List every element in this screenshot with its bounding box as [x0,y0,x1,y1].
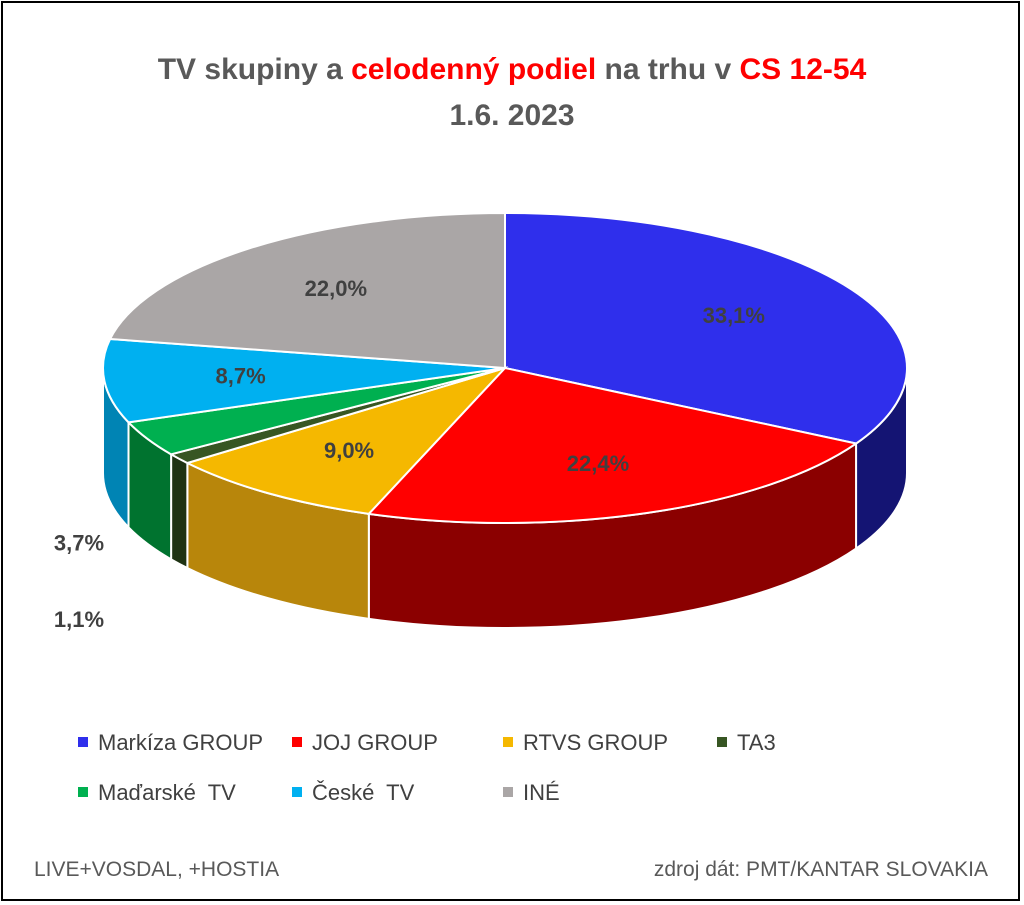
legend-swatch-rtvs [503,737,513,747]
chart-date: 1.6. 2023 [449,99,575,132]
title-text-1: TV skupiny a [157,53,352,86]
legend-item-ceske: České TV [292,780,414,806]
legend-swatch-markiza [78,737,88,747]
legend-label-rtvs: RTVS GROUP [523,730,669,755]
data-label-rtvs: 9,0% [324,438,374,463]
legend-item-joj: JOJ GROUP [292,730,438,756]
pie-slice-ceske [102,337,506,424]
legend-item-madarske: Maďarské TV [78,780,236,806]
legend-item-rtvs: RTVS GROUP [503,730,668,756]
footer-note: LIVE+VOSDAL, +HOSTIA [34,858,280,881]
footer-source: zdroj dát: PMT/KANTAR SLOVAKIA [653,858,988,881]
pie-side-ta3 [170,452,189,570]
legend-swatch-joj [292,737,302,747]
legend-swatch-ta3 [717,737,727,747]
legend-swatch-ine [503,787,513,797]
pie-slice-joj [366,366,859,524]
title-highlight-2: CS 12-54 [739,53,867,86]
data-label-joj: 22,4% [567,451,629,476]
data-label-ta3: 1,1% [54,607,104,632]
pie-slice-ine [108,211,506,370]
data-label-markiza: 33,1% [703,303,765,328]
legend-item-ine: INÉ [503,780,560,806]
title-highlight-1: celodenný podiel [351,53,597,86]
legend-label-joj: JOJ GROUP [312,730,438,755]
legend-swatch-ceske [292,787,302,797]
legend-swatch-madarske [78,787,88,797]
pie-slice-rtvs [184,365,509,515]
chart-title: TV skupiny a celodenný podiel na trhu v … [0,50,1024,90]
data-label-ine: 22,0% [305,276,367,301]
pie-slice-markiza [504,211,908,445]
legend-label-markiza: Markíza GROUP [98,730,264,755]
title-text-2: na trhu v [596,53,740,86]
legend-label-madarske: Maďarské TV [98,780,236,805]
data-label-madarske: 3,7% [54,530,104,555]
data-label-ceske: 8,7% [216,364,266,389]
legend-label-ceske: České TV [312,780,415,805]
legend-label-ine: INÉ [523,780,560,805]
legend-item-markiza: Markíza GROUP [78,730,263,756]
legend-item-ta3: TA3 [717,730,776,756]
legend-label-ta3: TA3 [737,730,776,755]
